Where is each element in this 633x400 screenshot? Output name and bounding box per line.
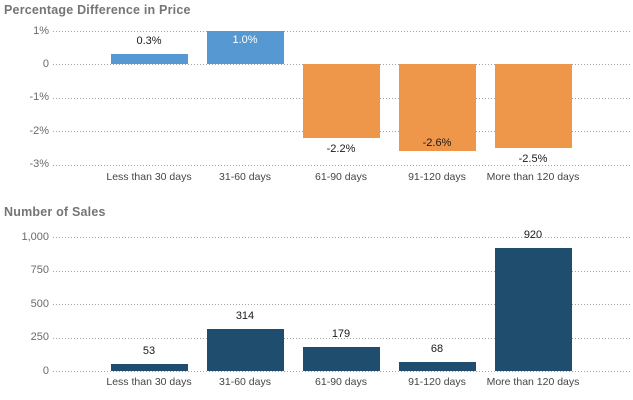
y-axis-tick-label: 1,000 [21, 230, 49, 243]
x-axis-category-label: 91-120 days [408, 171, 466, 183]
bar-31-60-days[interactable] [206, 31, 284, 65]
number-of-sales-chart-title: Number of Sales [4, 205, 106, 219]
gridline [53, 270, 631, 272]
bar-less-than-30-days[interactable] [110, 363, 188, 371]
bar-value-label: 1.0% [232, 34, 258, 46]
x-axis-category-label: 31-60 days [219, 376, 271, 388]
y-axis-tick-label: 0 [42, 57, 49, 70]
bar-91-120-days[interactable] [398, 361, 476, 371]
x-axis-category-label: Less than 30 days [106, 171, 192, 183]
y-axis-tick-label: 750 [30, 264, 49, 276]
bar-value-label: 314 [235, 309, 255, 322]
x-axis-category-label: 61-90 days [315, 171, 367, 183]
bar-more-than-120-days[interactable] [494, 247, 572, 371]
bar-61-90-days[interactable] [302, 347, 380, 371]
y-axis-tick-label: 1% [33, 24, 49, 37]
gridline [53, 371, 631, 372]
bar-value-label: 920 [523, 228, 543, 241]
gridline [53, 237, 631, 238]
bar-value-label: -2.6% [422, 137, 452, 150]
x-axis-category-label: 91-120 days [408, 376, 466, 388]
gridline [53, 31, 631, 32]
y-axis-tick-label: -1% [29, 91, 49, 104]
bar-value-label: 53 [142, 344, 156, 357]
bar-61-90-days[interactable] [302, 64, 380, 138]
bar-31-60-days[interactable] [206, 328, 284, 371]
gridline [53, 304, 631, 305]
y-axis-tick-label: 0 [42, 364, 49, 377]
bar-value-label: -2.2% [326, 142, 356, 155]
gridline [53, 164, 631, 166]
bar-more-than-120-days[interactable] [494, 64, 572, 148]
x-axis-category-label: More than 120 days [486, 171, 580, 183]
bar-value-label: 179 [331, 328, 351, 340]
y-axis-tick-label: -3% [29, 158, 49, 170]
x-axis-category-label: 31-60 days [219, 171, 271, 183]
x-axis-category-label: More than 120 days [486, 376, 580, 388]
gridline [53, 337, 631, 339]
price-difference-chart-title: Percentage Difference in Price [4, 3, 191, 17]
bar-value-label: 68 [430, 342, 444, 355]
x-axis-category-label: Less than 30 days [106, 376, 192, 388]
x-axis-category-label: 61-90 days [315, 376, 367, 388]
bar-value-label: -2.5% [518, 152, 548, 165]
bar-91-120-days[interactable] [398, 64, 476, 152]
y-axis-tick-label: 250 [30, 331, 49, 343]
bar-less-than-30-days[interactable] [110, 54, 188, 65]
y-axis-tick-label: -2% [29, 124, 49, 137]
y-axis-tick-label: 500 [30, 297, 49, 310]
bar-value-label: 0.3% [136, 35, 162, 48]
